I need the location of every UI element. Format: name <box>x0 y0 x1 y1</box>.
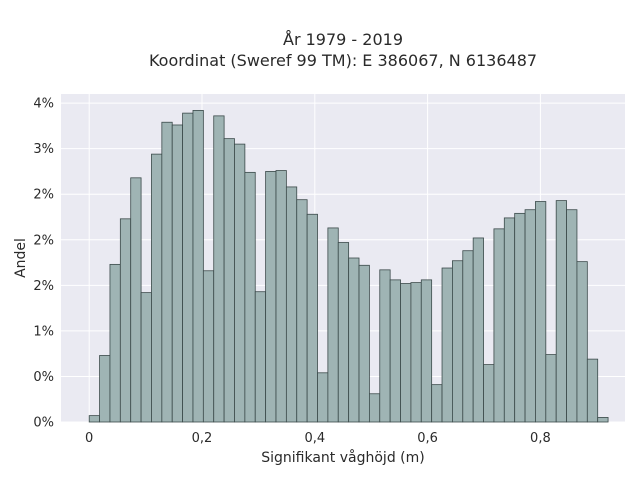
histogram-bar <box>306 213 318 423</box>
histogram-bar <box>171 124 184 423</box>
x-tick-label: 0,8 <box>530 431 551 446</box>
histogram-bar <box>431 384 443 423</box>
y-tick-label: 4% <box>33 97 54 112</box>
histogram-bar <box>524 209 536 423</box>
y-tick-label: 0% <box>33 416 54 431</box>
histogram-bar <box>555 200 567 423</box>
x-tick-label: 0,2 <box>192 431 213 446</box>
histogram-bar <box>192 110 204 423</box>
histogram-bar <box>545 354 557 423</box>
histogram-bar <box>452 260 464 423</box>
histogram-bar <box>265 171 277 423</box>
histogram-bar <box>586 358 599 423</box>
x-tick-label: 0,4 <box>304 431 325 446</box>
histogram-bar <box>275 170 287 423</box>
histogram-bar <box>389 279 401 423</box>
histogram-bar <box>202 270 215 423</box>
histogram-bar <box>472 237 484 423</box>
y-tick-labels: 0% 0% 1% 2% 2% 2% 3% 4% <box>33 97 54 431</box>
histogram-bar <box>296 199 308 423</box>
x-tick-label: 0 <box>85 431 93 446</box>
histogram-bar <box>348 257 360 423</box>
histogram-bar <box>400 283 412 423</box>
histogram-bar <box>130 177 142 423</box>
histogram-bar <box>317 372 329 423</box>
histogram-bar <box>327 227 339 423</box>
histogram-bar <box>254 291 267 423</box>
histogram-bar <box>379 269 391 423</box>
y-tick-label: 2% <box>33 279 54 294</box>
histogram-bar <box>140 292 152 423</box>
histogram-bar <box>337 242 350 423</box>
histogram-bar <box>420 279 433 423</box>
histogram-bar <box>493 228 505 423</box>
histogram-bar <box>119 218 132 423</box>
histogram-bar <box>223 138 235 423</box>
histogram-bar <box>503 217 516 423</box>
histogram-bar <box>566 209 578 423</box>
histogram-bar <box>213 115 225 423</box>
histogram-bar <box>88 415 100 423</box>
histogram-bar <box>151 153 163 423</box>
x-tick-label: 0,6 <box>417 431 438 446</box>
bars <box>88 110 609 423</box>
chart-title-line1: År 1979 - 2019 <box>283 30 403 49</box>
histogram-bar <box>514 212 526 423</box>
histogram-bar <box>285 186 298 423</box>
histogram-bar <box>234 143 246 423</box>
histogram-bar <box>99 355 111 423</box>
histogram-bar <box>597 417 609 423</box>
histogram-bar <box>358 264 370 423</box>
histogram-bar <box>244 171 256 423</box>
histogram-bar <box>483 364 495 423</box>
histogram-bar <box>410 282 422 423</box>
y-tick-label: 2% <box>33 233 54 248</box>
histogram-bar <box>462 250 474 423</box>
histogram-bar <box>182 112 194 423</box>
histogram-bar <box>161 121 173 423</box>
histogram-bar <box>368 393 381 423</box>
histogram-bar <box>576 261 588 423</box>
histogram-bar <box>441 267 453 423</box>
chart-title-line2: Koordinat (Sweref 99 TM): E 386067, N 61… <box>149 51 537 70</box>
y-tick-label: 0% <box>33 370 54 385</box>
x-axis-label: Signifikant våghöjd (m) <box>261 449 424 466</box>
y-axis-label: Andel <box>13 238 29 278</box>
x-tick-labels: 0 0,2 0,4 0,6 0,8 <box>85 431 551 446</box>
y-tick-label: 3% <box>33 142 54 157</box>
histogram-bar <box>535 201 547 423</box>
histogram-bar <box>109 263 121 423</box>
y-tick-label: 2% <box>33 188 54 203</box>
y-tick-label: 1% <box>33 324 54 339</box>
